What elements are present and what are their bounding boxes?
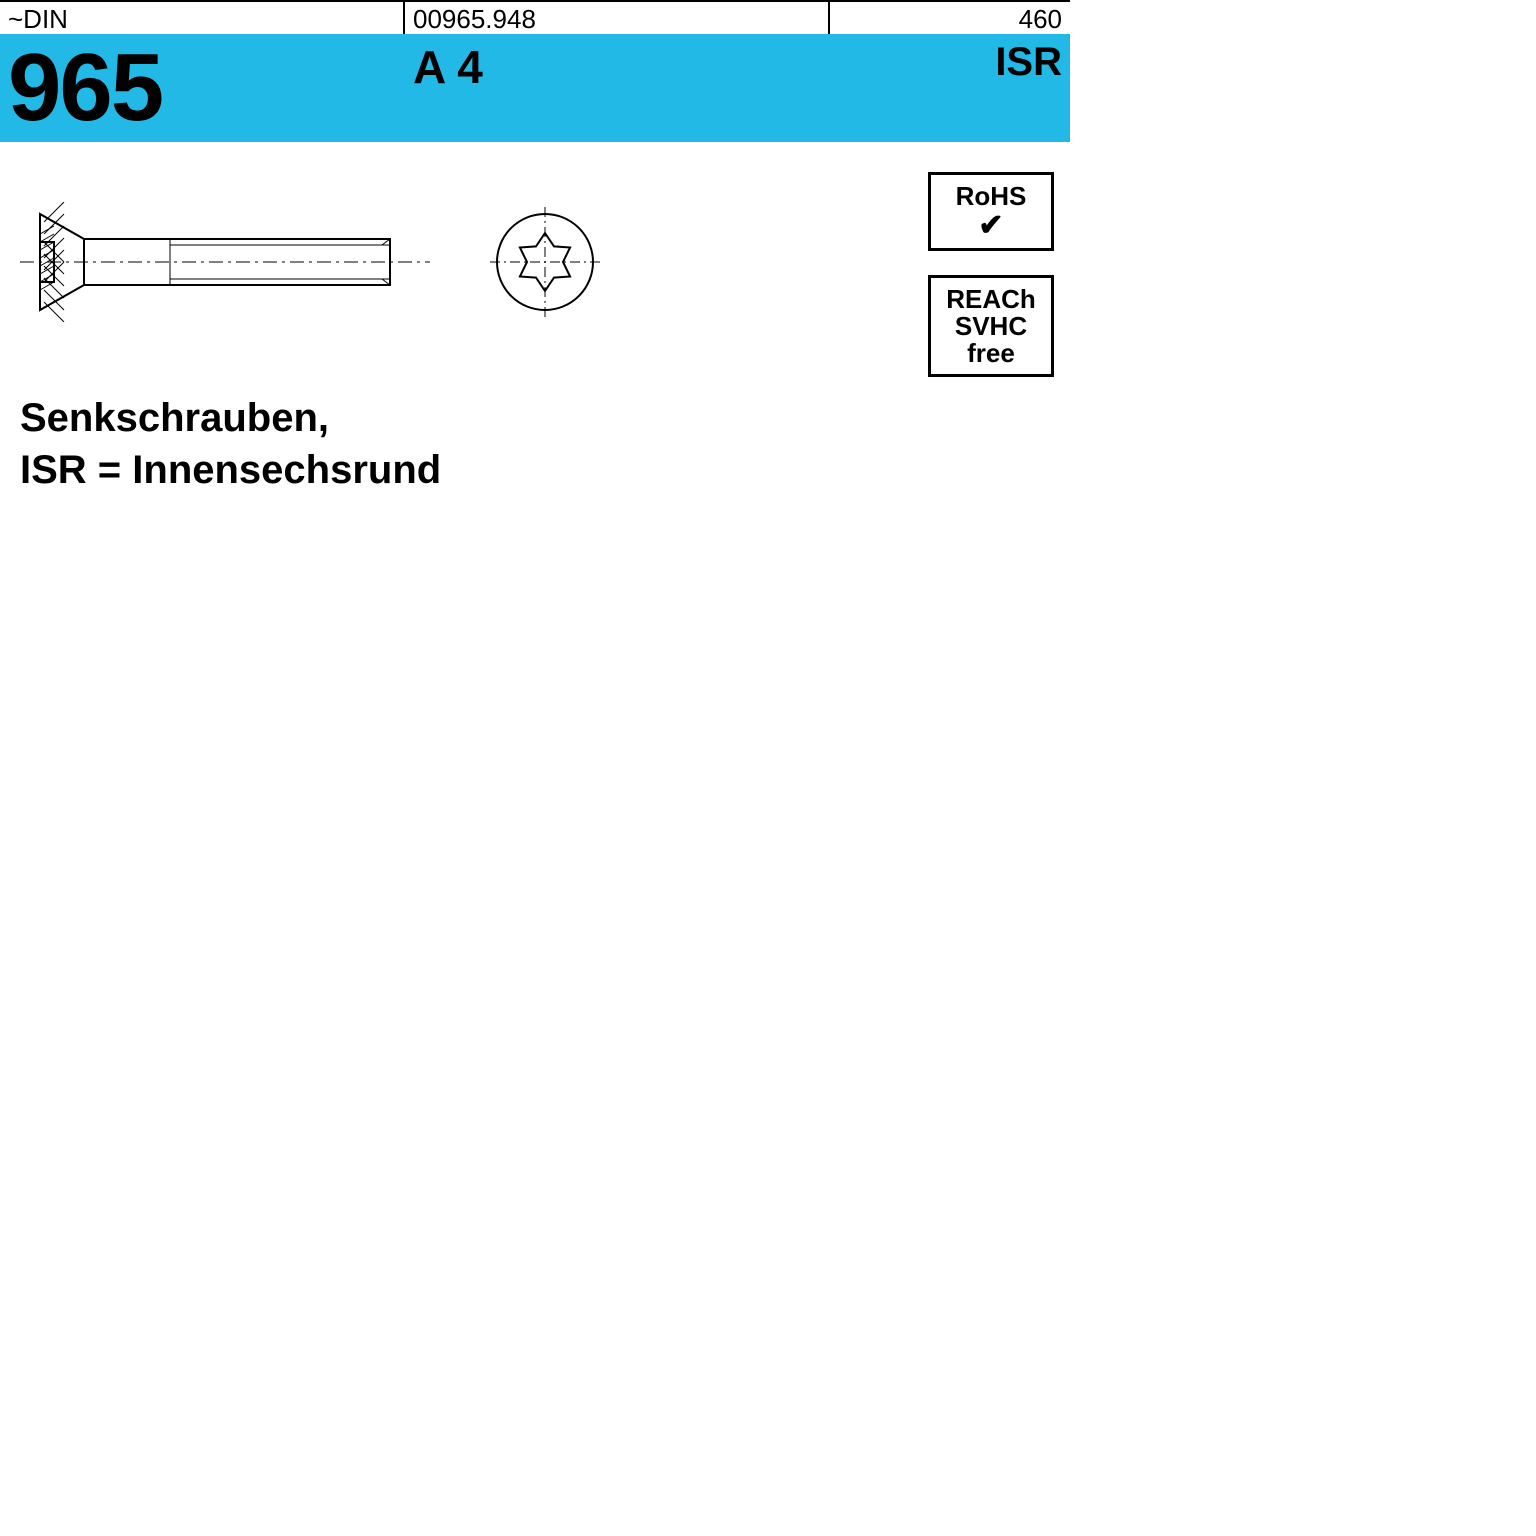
rohs-label: RoHS xyxy=(937,183,1045,210)
description-block: Senkschrauben, ISR = Innensechsrund xyxy=(20,392,1058,496)
reach-line3: free xyxy=(937,340,1045,367)
standard-number: 965 xyxy=(0,34,405,142)
check-icon: ✔ xyxy=(937,210,1045,242)
title-band: 965 A 4 ISR xyxy=(0,34,1070,142)
screw-side-view-icon xyxy=(20,202,430,322)
rohs-badge: RoHS ✔ xyxy=(928,172,1054,251)
reach-badge: REACh SVHC free xyxy=(928,275,1054,377)
header-top-row: ~DIN 00965.948 460 xyxy=(0,0,1070,34)
description-line2: ISR = Innensechsrund xyxy=(20,444,1058,496)
pack-quantity: 460 xyxy=(830,2,1070,34)
tech-drawings xyxy=(20,202,1058,322)
body-area: RoHS ✔ REACh SVHC free Senkschrauben, IS… xyxy=(0,142,1070,522)
material-grade: A 4 xyxy=(405,34,830,142)
drive-type: ISR xyxy=(830,34,1070,142)
standard-prefix: ~DIN xyxy=(0,2,405,34)
description-line1: Senkschrauben, xyxy=(20,392,1058,444)
compliance-badges: RoHS ✔ REACh SVHC free xyxy=(928,172,1054,377)
screw-top-view-icon xyxy=(490,207,600,317)
reach-line1: REACh xyxy=(937,286,1045,313)
reach-line2: SVHC xyxy=(937,313,1045,340)
article-number: 00965.948 xyxy=(405,2,830,34)
spec-card: ~DIN 00965.948 460 965 A 4 ISR RoHS ✔ RE… xyxy=(0,0,1070,522)
